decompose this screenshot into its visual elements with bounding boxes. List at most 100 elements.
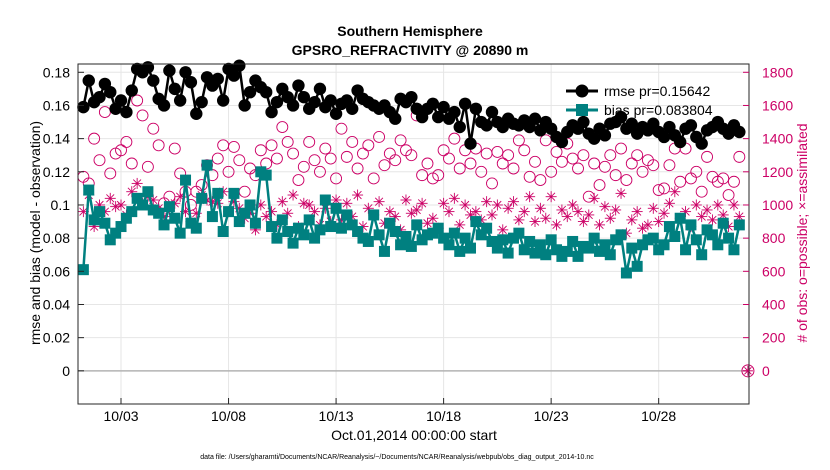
obs-possible-point <box>319 142 332 155</box>
obs-possible-point <box>674 175 687 188</box>
obs-possible-point <box>534 174 547 187</box>
bias-point <box>341 209 353 221</box>
bias-point <box>233 216 245 228</box>
bias-point <box>201 159 213 171</box>
bias-point <box>99 217 111 229</box>
bias-point <box>212 187 224 199</box>
asterisk-stroke <box>503 204 513 213</box>
bias-point <box>438 232 450 244</box>
axis-ticks <box>78 71 749 404</box>
bias-point <box>717 217 729 229</box>
bias-point <box>282 226 294 238</box>
obs-assimilated-point <box>486 209 498 221</box>
obs-assimilated-point <box>524 191 536 203</box>
asterisk-stroke <box>697 212 706 221</box>
bias-point <box>244 199 256 211</box>
x-tick-label: 10/13 <box>319 408 354 424</box>
asterisk-stroke <box>638 224 647 233</box>
rmse-point <box>297 90 311 104</box>
bias-point <box>271 232 283 244</box>
asterisk-stroke <box>498 225 507 235</box>
obs-assimilated-point <box>663 197 675 209</box>
obs-assimilated-point <box>459 199 471 211</box>
asterisk-stroke <box>401 195 411 205</box>
asterisk-stroke <box>175 192 185 201</box>
bias-point <box>303 214 315 226</box>
obs-assimilated-point <box>454 219 466 231</box>
obs-possible-point <box>227 140 240 153</box>
y2-tick-label: 600 <box>762 263 786 279</box>
bias-point <box>663 221 675 233</box>
x-tick-label: 10/18 <box>426 408 461 424</box>
y2-axis-label: # of obs: o=possible; ×=assimilated <box>794 123 810 342</box>
bias-point <box>115 221 127 233</box>
obs-possible-point <box>448 132 461 145</box>
rmse-point <box>324 94 337 107</box>
rmse-point <box>114 94 128 107</box>
legend: rmse pr=0.15642 bias pr=0.083804 <box>566 83 713 118</box>
rmse-point <box>233 59 246 72</box>
bias-point <box>432 222 444 234</box>
asterisk-stroke <box>563 212 572 221</box>
asterisk-stroke <box>487 210 497 220</box>
obs-assimilated-point <box>411 204 423 216</box>
obs-possible-point <box>362 139 375 152</box>
obs-possible-point <box>550 145 563 158</box>
asterisk-stroke <box>460 200 470 210</box>
rmse-point <box>238 99 251 112</box>
bias-point <box>588 232 600 244</box>
bias-point <box>572 250 584 262</box>
y-tick-label: 0.02 <box>43 330 70 346</box>
rmse-point <box>464 137 477 150</box>
bias-point <box>518 244 530 256</box>
obs-assimilated-point <box>497 224 509 236</box>
obs-assimilated-point <box>631 206 643 218</box>
y-axis-label: rmse and bias (model - observation) <box>27 121 43 345</box>
obs-possible-point <box>104 167 117 180</box>
obs-possible-point <box>152 139 165 152</box>
asterisk-stroke <box>455 220 464 230</box>
rmse-point <box>259 85 273 99</box>
rmse-point <box>405 90 418 104</box>
obs-possible-point <box>330 172 343 185</box>
bias-point <box>443 239 455 251</box>
bias-point <box>669 230 681 242</box>
bias-point <box>620 267 632 279</box>
bias-point <box>448 227 460 239</box>
obs-possible-point <box>609 169 622 182</box>
asterisk-stroke <box>106 194 115 203</box>
obs-possible-point <box>184 199 197 211</box>
obs-assimilated-point <box>115 199 127 211</box>
bias-point <box>405 240 417 252</box>
rmse-point <box>265 105 278 119</box>
x-tick-label: 10/28 <box>641 408 676 424</box>
obs-possible-point <box>523 170 536 183</box>
rmse-point <box>577 115 590 129</box>
asterisk-stroke <box>385 207 395 216</box>
rmse-point <box>458 97 472 111</box>
bias-point <box>298 229 310 241</box>
asterisk-stroke <box>616 189 626 198</box>
bias-point <box>400 230 412 242</box>
bias-point <box>626 242 638 254</box>
bias-point <box>352 226 364 238</box>
bias-point <box>647 232 659 244</box>
obs-assimilated-point <box>669 186 681 198</box>
obs-assimilated-point <box>443 206 455 218</box>
obs-assimilated-point <box>706 214 718 226</box>
y-tick-label: 0.1 <box>51 197 71 213</box>
bias-point <box>373 229 385 241</box>
y2-tick-label: 800 <box>762 230 786 246</box>
rmse-point <box>270 95 284 109</box>
bias-point <box>142 186 154 198</box>
obs-assimilated-point <box>567 199 579 211</box>
obs-assimilated-point <box>696 211 708 223</box>
obs-possible-point <box>507 162 520 175</box>
bias-point <box>551 244 563 256</box>
bias-point <box>206 211 218 223</box>
obs-possible-point <box>308 154 321 167</box>
bias-point <box>368 209 380 221</box>
obs-assimilated-point <box>470 206 482 218</box>
obs-possible-point <box>486 177 498 190</box>
bias-point <box>314 224 326 236</box>
